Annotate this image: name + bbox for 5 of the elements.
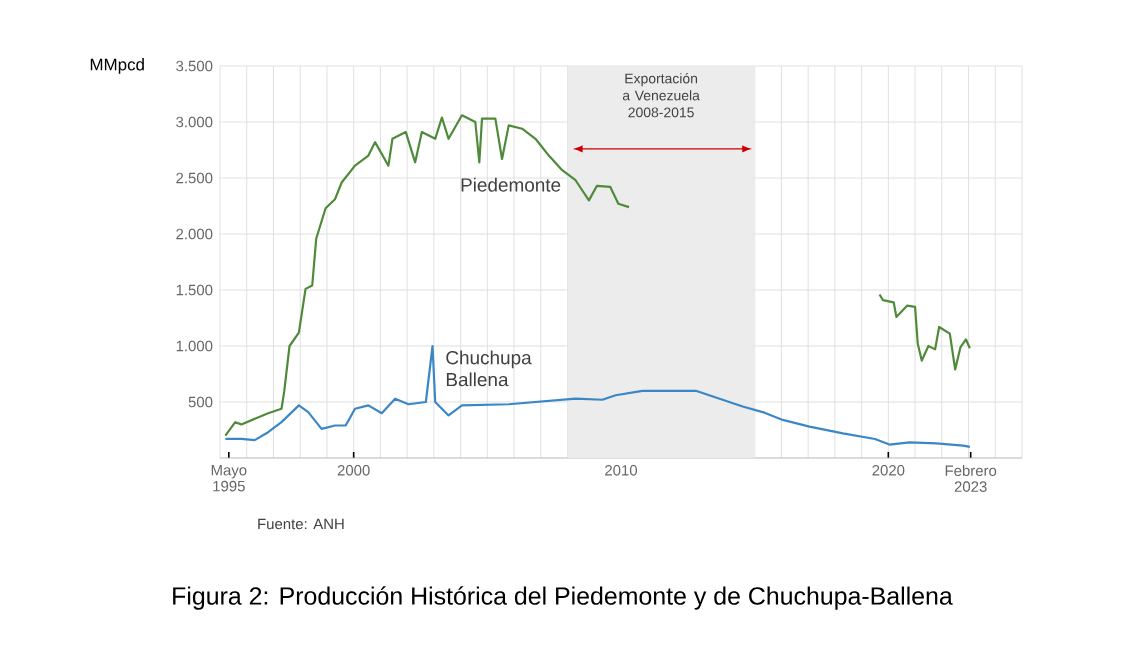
y-axis-title: MMpcd xyxy=(90,58,144,74)
text: Figura 2: Producción Histórica del Piedemonte y de Chuchupa-Ballena xyxy=(173,586,953,610)
line-series xyxy=(224,344,971,448)
series-label: Piedemonte xyxy=(461,177,561,192)
series-label: Chuchupa Ballena xyxy=(446,350,532,387)
